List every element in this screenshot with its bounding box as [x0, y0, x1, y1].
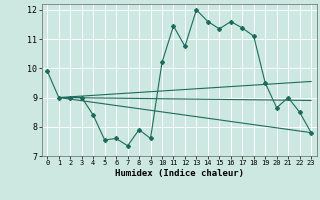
X-axis label: Humidex (Indice chaleur): Humidex (Indice chaleur) [115, 169, 244, 178]
